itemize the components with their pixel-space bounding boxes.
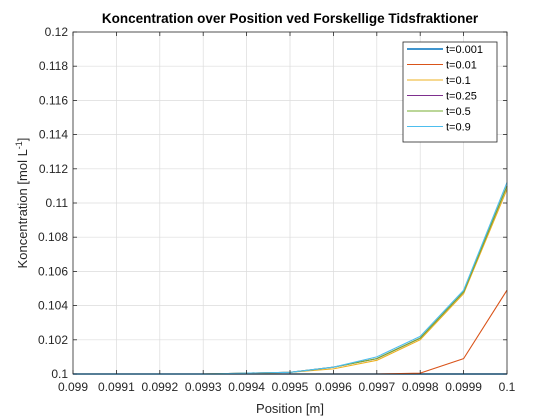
x-tick-label: 0.0998 <box>402 380 439 394</box>
y-tick-label: 0.108 <box>38 230 68 244</box>
x-tick-label: 0.099 <box>58 380 88 394</box>
axis-ticks <box>72 31 508 375</box>
y-tick-label: 0.104 <box>38 299 68 313</box>
y-tick-label: 0.118 <box>39 59 68 73</box>
x-tick-label: 0.0994 <box>228 380 265 394</box>
legend-label: t=0.5 <box>446 106 471 118</box>
legend: t=0.001 t=0.01 t=0.1 t=0.25 t=0.5 t=0.9 <box>402 41 498 143</box>
y-tick-label: 0.12 <box>45 25 69 39</box>
y-tick-label: 0.114 <box>39 128 68 142</box>
y-tick-label: 0.106 <box>38 264 68 278</box>
chart-title: Koncentration over Position ved Forskell… <box>102 11 479 26</box>
y-axis-label-superscript: -1 <box>14 141 24 149</box>
x-tick-label: 0.0992 <box>141 380 178 394</box>
legend-label: t=0.01 <box>446 60 477 72</box>
y-tick-label: 0.11 <box>46 196 69 210</box>
x-tick-label: 0.0993 <box>185 380 222 394</box>
legend-label: t=0.25 <box>446 91 477 103</box>
y-axis-label-suffix: ] <box>15 138 30 142</box>
x-axis-label: Position [m] <box>256 401 324 416</box>
y-tick-labels: 0.1 0.102 0.104 0.106 0.108 0.11 0.112 0.114 0.1… <box>38 25 68 381</box>
y-axis-label: Koncentration [mol L-1] <box>14 138 30 269</box>
y-tick-label: 0.102 <box>38 333 68 347</box>
y-tick-label: 0.116 <box>39 93 68 107</box>
x-tick-label: 0.1 <box>499 380 516 394</box>
x-tick-label: 0.0995 <box>272 380 309 394</box>
legend-label: t=0.1 <box>446 75 471 87</box>
legend-box <box>402 41 498 143</box>
legend-label: t=0.9 <box>446 122 471 134</box>
x-tick-label: 0.0996 <box>315 380 352 394</box>
x-tick-label: 0.0997 <box>358 380 395 394</box>
y-axis-label-main: Koncentration [mol L <box>15 149 30 268</box>
x-tick-label: 0.0991 <box>98 380 135 394</box>
x-tick-labels: 0.099 0.0991 0.0992 0.0993 0.0994 0.0995 0.099… <box>58 380 516 394</box>
x-tick-label: 0.0999 <box>445 380 482 394</box>
y-tick-label: 0.112 <box>39 162 68 176</box>
y-tick-label: 0.1 <box>51 367 68 381</box>
legend-label: t=0.001 <box>446 44 483 56</box>
